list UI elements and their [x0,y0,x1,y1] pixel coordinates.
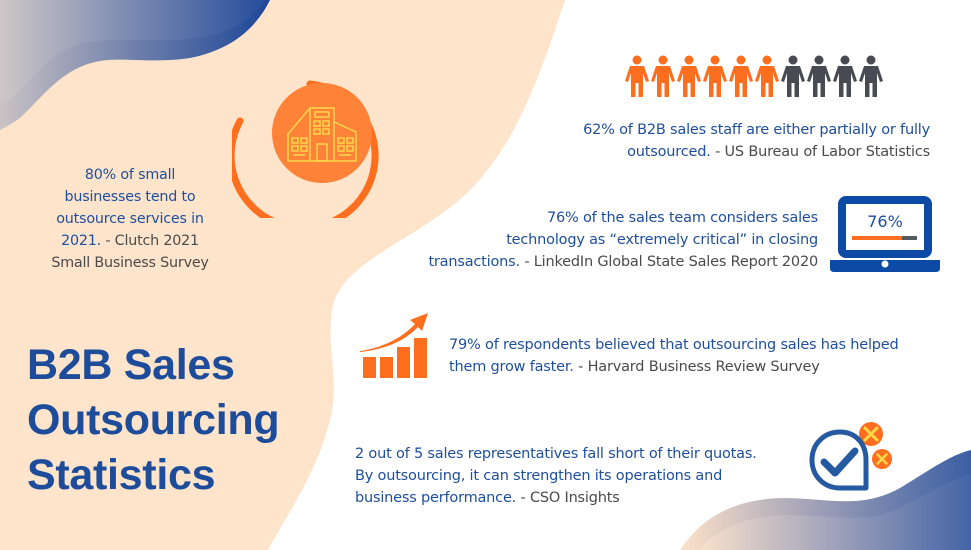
stat-line: 2 out of 5 sales representatives fall sh… [355,446,757,462]
laptop-percentage: 76% [867,212,903,231]
stat-bls: 62% of B2B sales staff are either partia… [520,119,930,163]
person-icon-highlighted [703,55,727,97]
stat-cso: 2 out of 5 sales representatives fall sh… [355,443,805,509]
title-line: Outsourcing [27,396,280,444]
top-left-wave-inner [0,0,265,104]
stat-hbr: 79% of respondents believed that outsour… [449,334,949,378]
person-icon [859,55,883,97]
person-icon [807,55,831,97]
stat-line: outsourced. [627,144,711,160]
stat-source: - Clutch 2021 [105,233,199,249]
peach-blob [0,0,565,550]
stat-line: 79% of respondents believed that outsour… [449,337,899,353]
stat-line: business performance. [355,490,517,506]
person-icon-highlighted [729,55,753,97]
stat-line: 2021. [61,233,101,249]
bottom-right-wave-inner [700,474,971,550]
stat-line: transactions. [428,254,520,270]
checkmark-icon [809,422,892,491]
title-line: B2B Sales [27,341,235,389]
stat-source: - CSO Insights [520,490,620,506]
person-icon-highlighted [755,55,779,97]
stat-linkedin: 76% of the sales team considers sales te… [370,207,818,273]
person-icon-highlighted [677,55,701,97]
stat-clutch: 80% of small businesses tend to outsourc… [30,164,230,274]
stat-source: - Harvard Business Review Survey [578,359,820,375]
growth-chart-icon [360,313,428,378]
person-icon [833,55,857,97]
stat-line: By outsourcing, it can strengthen its op… [355,468,723,484]
stat-line: 62% of B2B sales staff are either partia… [583,122,930,138]
person-icon-highlighted [651,55,675,97]
stat-source: - LinkedIn Global State Sales Report 202… [524,254,818,270]
stat-source: - US Bureau of Labor Statistics [715,144,930,160]
page-title: B2B Sales Outsourcing Statistics [27,338,280,503]
people-icon-row [625,55,883,97]
laptop-icon: 76% [830,196,940,272]
stat-line: them grow faster. [449,359,574,375]
building-icon [232,80,379,218]
stat-source: Small Business Survey [51,255,209,271]
person-icon-highlighted [625,55,649,97]
person-icon [781,55,805,97]
stat-line: technology as “extremely critical” in cl… [506,232,818,248]
stat-line: 80% of small [84,167,176,183]
stat-line: businesses tend to [64,189,196,205]
title-line: Statistics [27,451,216,499]
stat-line: outsource services in [56,211,204,227]
stat-line: 76% of the sales team considers sales [546,210,818,226]
